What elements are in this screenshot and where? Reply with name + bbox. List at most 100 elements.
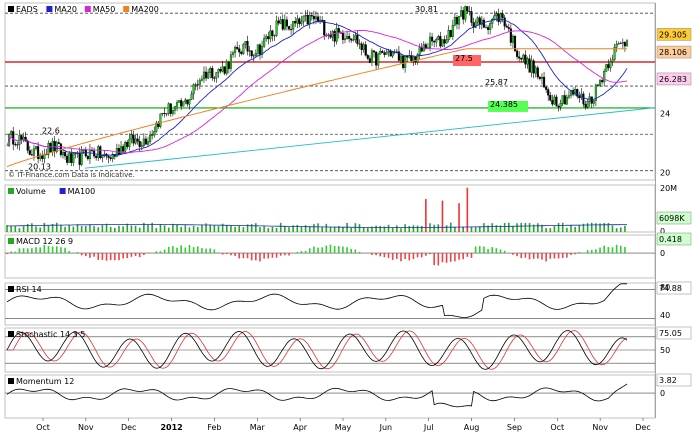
candle-body <box>273 35 276 37</box>
macd-bar <box>570 253 572 255</box>
volume-bar <box>561 222 564 232</box>
volume-bar <box>483 223 485 232</box>
volume-bar <box>375 225 377 232</box>
volume-bar <box>238 225 241 232</box>
macd-bar <box>84 253 87 257</box>
macd-bar <box>201 248 203 254</box>
candle-body <box>623 42 626 47</box>
volume-ma100-line <box>7 224 627 228</box>
candle-body <box>128 138 131 147</box>
candle-body <box>192 84 195 95</box>
candle-body <box>26 141 29 151</box>
candle-body <box>20 135 23 140</box>
candle-body <box>447 30 450 40</box>
volume-bar <box>553 226 556 232</box>
candle-body <box>598 80 602 86</box>
candle-body <box>339 32 342 34</box>
candle-body <box>149 134 152 142</box>
macd-bar <box>279 253 282 256</box>
candle-body <box>41 155 44 159</box>
candle-body <box>507 27 510 29</box>
macd-bar <box>255 253 257 261</box>
candle-body <box>294 21 297 24</box>
candle-body <box>389 50 392 57</box>
macd-bar <box>458 253 460 260</box>
x-axis-tick: Jul <box>423 423 434 432</box>
volume-bar <box>60 224 62 232</box>
volume-bar <box>275 227 278 232</box>
candle-body <box>613 46 616 60</box>
candle-body <box>455 17 459 25</box>
candle-body <box>142 138 145 146</box>
candle-body <box>576 89 579 97</box>
candle-body <box>194 84 197 86</box>
candle-body <box>321 19 324 21</box>
candle-body <box>205 71 208 79</box>
legend-swatch <box>8 331 14 337</box>
candle-body <box>88 149 91 160</box>
volume-bar <box>586 223 589 232</box>
macd-bar <box>541 253 543 260</box>
candle-body <box>95 155 98 158</box>
candle-body <box>267 36 270 40</box>
candle-body <box>242 44 245 54</box>
macd-bar <box>491 247 494 254</box>
legend-label: Stochastic 14 3 5 <box>16 330 85 339</box>
macd-bar <box>238 253 241 259</box>
candle-body <box>561 95 564 104</box>
volume-bar <box>242 227 245 232</box>
candle-body <box>540 76 544 79</box>
volume-bar <box>408 226 411 232</box>
volume-bar <box>114 228 116 232</box>
x-axis-tick: Oct <box>36 423 50 432</box>
x-axis-tick: Apr <box>293 423 308 432</box>
legend-label: Momentum 12 <box>16 377 74 386</box>
candle-body <box>356 34 359 44</box>
candle-body <box>200 78 203 81</box>
volume-bar <box>51 223 54 232</box>
macd-bar <box>445 253 448 263</box>
oscillator-value-box: 3.82 <box>659 376 677 385</box>
volume-bar <box>10 225 12 232</box>
oscillator-line <box>6 330 628 370</box>
candle-body <box>555 96 558 107</box>
candle-body <box>441 39 444 47</box>
volume-bar <box>329 226 332 232</box>
volume-bar <box>462 226 464 232</box>
candle-body <box>420 47 423 52</box>
candle-body <box>229 54 232 69</box>
volume-bar <box>6 225 8 232</box>
candle-body <box>240 51 243 54</box>
macd-bar <box>566 253 568 258</box>
volume-bar <box>134 225 137 232</box>
candle-body <box>209 68 212 73</box>
volume-bar <box>615 228 618 232</box>
volume-bar <box>18 228 21 232</box>
volume-bar <box>458 203 460 232</box>
candle-body <box>513 35 517 52</box>
macd-bar <box>499 249 502 254</box>
candle-body <box>412 56 415 62</box>
candle-body <box>72 153 75 163</box>
macd-bar <box>109 253 112 261</box>
volume-bar <box>574 226 576 232</box>
candle-body <box>234 46 237 53</box>
volume-bar <box>217 226 220 232</box>
macd-bar <box>180 245 182 254</box>
candle-body <box>346 36 349 39</box>
level-label: 25.87 <box>485 78 508 87</box>
x-axis-tick: Dec <box>121 423 136 432</box>
candle-body <box>499 13 502 22</box>
volume-bar <box>404 224 406 232</box>
candle-body <box>312 16 315 20</box>
candle-body <box>592 100 595 104</box>
x-axis-tick: Aug <box>464 423 480 432</box>
volume-bar <box>296 224 299 232</box>
macd-bar <box>528 253 531 260</box>
volume-bar <box>155 228 158 232</box>
candle-body <box>107 155 110 158</box>
candle-body <box>310 15 313 17</box>
candle-body <box>140 145 143 147</box>
candle-body <box>86 155 89 160</box>
